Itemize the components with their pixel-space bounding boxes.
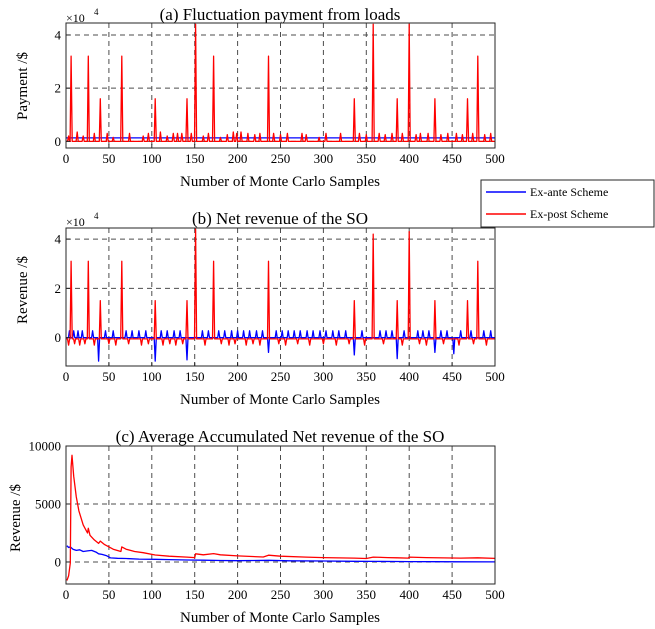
x-tick-label: 300	[314, 587, 334, 602]
y-multiplier-base: ×10	[66, 11, 85, 25]
x-axis-label: Number of Monte Carlo Samples	[180, 174, 380, 190]
x-tick-label: 100	[142, 369, 162, 384]
x-tick-label: 400	[399, 369, 419, 384]
y-tick-label: 0	[55, 554, 62, 569]
y-axis-label: Revenue /$	[8, 484, 24, 552]
y-multiplier: ×10 4	[66, 211, 99, 229]
x-tick-label: 0	[63, 587, 70, 602]
x-tick-label: 300	[314, 369, 334, 384]
y-tick-label: 4	[55, 232, 62, 247]
x-tick-label: 200	[228, 151, 248, 166]
y-tick-label: 0	[55, 134, 62, 149]
x-tick-label: 400	[399, 587, 419, 602]
panel-a: (a) Fluctuation payment from loads Payme…	[15, 5, 505, 190]
plot-frame	[65, 227, 496, 367]
x-tick-label: 150	[185, 151, 205, 166]
x-tick-label: 200	[228, 587, 248, 602]
y-tick-label: 10000	[29, 439, 62, 454]
x-tick-label: 250	[271, 369, 291, 384]
series-line-ex-post-scheme	[66, 228, 495, 346]
x-tick-label: 450	[442, 369, 462, 384]
x-tick-label: 50	[102, 587, 115, 602]
series-line-ex-post-scheme	[66, 454, 495, 581]
y-axis-label: Payment /$	[15, 52, 31, 120]
x-tick-label: 350	[357, 587, 377, 602]
plot-frame	[65, 445, 496, 585]
panel-b: (b) Net revenue of the SO Revenue /$ Num…	[15, 209, 505, 408]
y-tick-label: 2	[55, 81, 62, 96]
y-multiplier-exponent: 4	[94, 211, 99, 221]
y-multiplier-base: ×10	[66, 215, 85, 229]
chart-title: (b) Net revenue of the SO	[192, 209, 368, 228]
x-axis-label: Number of Monte Carlo Samples	[180, 610, 380, 626]
legend-label-ex-ante: Ex-ante Scheme	[530, 185, 608, 199]
series-line-ex-ante-scheme	[66, 545, 495, 563]
x-tick-label: 350	[357, 369, 377, 384]
x-tick-label: 500	[485, 587, 505, 602]
series-line-ex-post-scheme	[66, 23, 495, 143]
y-tick-label: 4	[55, 27, 62, 42]
x-tick-label: 500	[485, 151, 505, 166]
x-tick-label: 250	[271, 587, 291, 602]
chart-title: (a) Fluctuation payment from loads	[160, 5, 401, 24]
x-tick-label: 250	[271, 151, 291, 166]
x-tick-label: 450	[442, 587, 462, 602]
x-tick-label: 500	[485, 369, 505, 384]
x-tick-label: 200	[228, 369, 248, 384]
x-tick-label: 50	[102, 369, 115, 384]
y-multiplier: ×10 4	[66, 7, 99, 25]
chart-title: (c) Average Accumulated Net revenue of t…	[116, 427, 445, 446]
x-tick-label: 50	[102, 151, 115, 166]
y-axis-label: Revenue /$	[15, 256, 31, 324]
x-axis-label: Number of Monte Carlo Samples	[180, 392, 380, 408]
y-multiplier-exponent: 4	[94, 7, 99, 17]
y-tick-label: 2	[55, 281, 62, 296]
legend: Ex-ante Scheme Ex-post Scheme	[480, 179, 655, 228]
x-tick-label: 0	[63, 369, 70, 384]
x-tick-label: 450	[442, 151, 462, 166]
y-tick-label: 0	[55, 330, 62, 345]
x-tick-label: 100	[142, 151, 162, 166]
x-tick-label: 350	[357, 151, 377, 166]
x-tick-label: 0	[63, 151, 70, 166]
x-tick-label: 300	[314, 151, 334, 166]
x-tick-label: 150	[185, 587, 205, 602]
legend-label-ex-post: Ex-post Scheme	[530, 207, 608, 221]
x-tick-label: 400	[399, 151, 419, 166]
x-tick-label: 100	[142, 587, 162, 602]
y-tick-label: 5000	[35, 496, 61, 511]
x-tick-label: 150	[185, 369, 205, 384]
plot-frame	[65, 22, 496, 149]
series-line-ex-ante-scheme	[66, 330, 495, 362]
legend-box	[480, 179, 655, 228]
panel-c: (c) Average Accumulated Net revenue of t…	[8, 427, 505, 626]
